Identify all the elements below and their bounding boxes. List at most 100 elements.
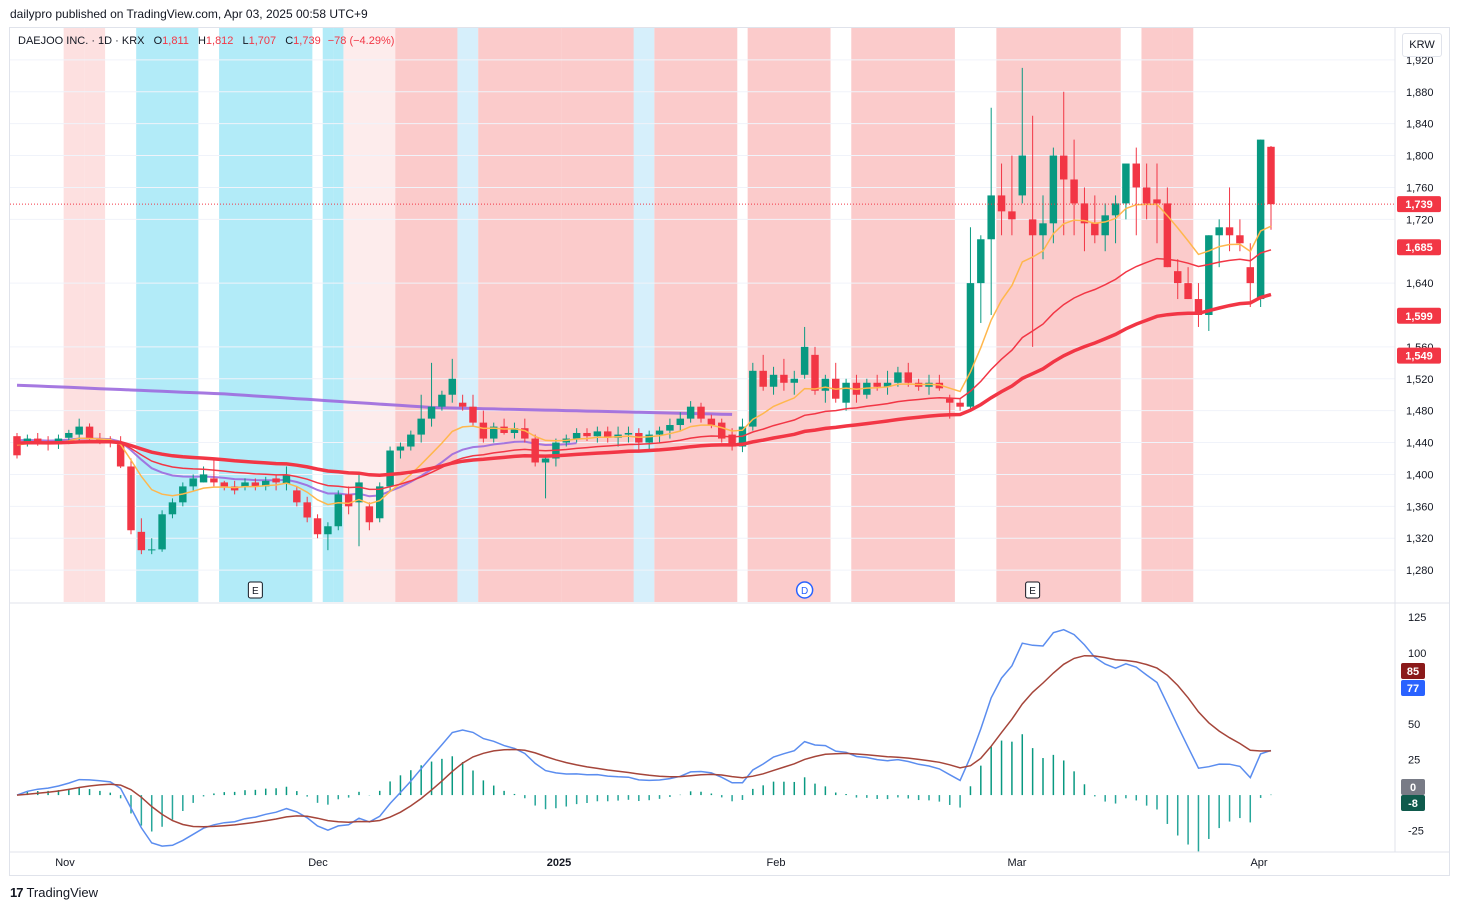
macd-value-tag: 0	[1410, 782, 1416, 794]
candle-body	[749, 370, 757, 427]
candle-body	[365, 506, 374, 523]
candle-body	[904, 372, 913, 383]
open-value: 1,811	[162, 35, 189, 47]
regime-band	[633, 28, 655, 602]
regime-band	[851, 28, 955, 602]
candle-body	[1070, 179, 1078, 204]
price-tag-bg	[1397, 307, 1441, 324]
price-tick-label: 1,440	[1406, 438, 1434, 450]
candle-body	[1256, 139, 1265, 300]
candle-body	[13, 436, 21, 456]
candle-body	[469, 406, 477, 423]
candle-body	[127, 466, 135, 531]
symbol-name: DAEJOO INC. · 1D · KRX	[18, 35, 145, 47]
candle-body	[945, 398, 954, 403]
time-tick-label: Nov	[55, 857, 75, 869]
candle-body	[396, 446, 405, 451]
candle-body	[116, 444, 125, 467]
candle-body	[1194, 299, 1203, 315]
price-tick-label: 1,880	[1406, 87, 1434, 99]
candle-body	[966, 283, 975, 407]
change-value: −78 (−4.29%)	[327, 35, 395, 47]
candle-body	[33, 438, 42, 443]
candle-body	[541, 458, 550, 463]
tradingview-brand: TradingView	[26, 885, 99, 900]
candle-body	[997, 195, 1006, 212]
candle-body	[407, 434, 415, 447]
candle-body	[386, 450, 394, 487]
candle-body	[1184, 283, 1192, 300]
candle-body	[344, 494, 353, 507]
tradingview-footer[interactable]: 17 TradingView	[10, 885, 98, 900]
macd-tag-bg	[1401, 680, 1425, 696]
regime-band	[219, 28, 313, 602]
candle-body	[593, 431, 602, 437]
candle-body	[261, 480, 270, 487]
close-label: C	[285, 35, 294, 47]
candle-body	[1091, 223, 1099, 236]
price-tick-label: 1,400	[1406, 469, 1434, 481]
event-marker-label: D	[801, 586, 808, 597]
candle-body	[510, 428, 519, 433]
candle-body	[1173, 271, 1182, 284]
candle-body	[1111, 203, 1120, 216]
ema-mid-line	[16, 249, 1272, 491]
regime-band	[63, 28, 85, 602]
candle-body	[666, 425, 674, 431]
candle-body	[1049, 155, 1058, 224]
macd-tick-label: 125	[1408, 612, 1426, 624]
candle-body	[1215, 227, 1223, 236]
candle-body	[282, 474, 291, 485]
candle-body	[137, 531, 146, 551]
candle-body	[676, 418, 685, 426]
candle-body	[1059, 155, 1068, 180]
candle-body	[1008, 211, 1016, 220]
candle-body	[583, 432, 591, 437]
candle-body	[697, 406, 705, 419]
high-value: 1,812	[205, 35, 234, 47]
candle-body	[1205, 235, 1213, 315]
candle-body	[147, 549, 156, 551]
candle-body	[707, 418, 716, 426]
price-tick-label: 1,520	[1406, 374, 1434, 386]
macd-tick-label: 50	[1408, 719, 1420, 731]
candle-body	[1225, 227, 1234, 236]
macd-value-tag: 85	[1407, 666, 1419, 678]
macd-tick-label: 100	[1408, 648, 1426, 660]
ema-long-line	[16, 292, 1272, 477]
candle-body	[1039, 223, 1047, 236]
macd-value-tag: -8	[1408, 798, 1418, 810]
price-tick-label: 1,640	[1406, 278, 1434, 290]
regime-band	[654, 28, 738, 602]
publish-info: dailypro published on TradingView.com, A…	[10, 7, 368, 21]
candle-body	[417, 418, 425, 435]
signal-line	[16, 654, 1272, 828]
candle-body	[987, 195, 995, 240]
candle-body	[1132, 163, 1141, 188]
candle-body	[65, 432, 73, 438]
candle-body	[1246, 267, 1255, 284]
regime-band	[322, 28, 334, 602]
dividend-marker	[795, 581, 814, 599]
candle-body	[375, 486, 384, 519]
time-tick-label: Mar	[1008, 857, 1027, 869]
candle-body	[479, 422, 488, 439]
currency-button[interactable]: KRW	[1402, 33, 1442, 57]
candle-body	[790, 378, 799, 383]
candle-body	[189, 478, 197, 487]
ema-short-line	[16, 203, 1272, 506]
candle-body	[251, 482, 260, 487]
candle-body	[1080, 203, 1089, 224]
candle-body	[811, 354, 819, 391]
candle-body	[842, 382, 850, 403]
price-tag: 1,549	[1405, 351, 1433, 363]
macd-line	[16, 628, 1272, 847]
candle-body	[448, 378, 457, 395]
candle-body	[1122, 163, 1130, 204]
candle-body	[1267, 146, 1275, 205]
ma-long-line	[16, 383, 733, 416]
time-tick-label: 2025	[547, 857, 571, 869]
close-value: 1,739	[293, 35, 321, 47]
high-label: H	[197, 35, 206, 47]
